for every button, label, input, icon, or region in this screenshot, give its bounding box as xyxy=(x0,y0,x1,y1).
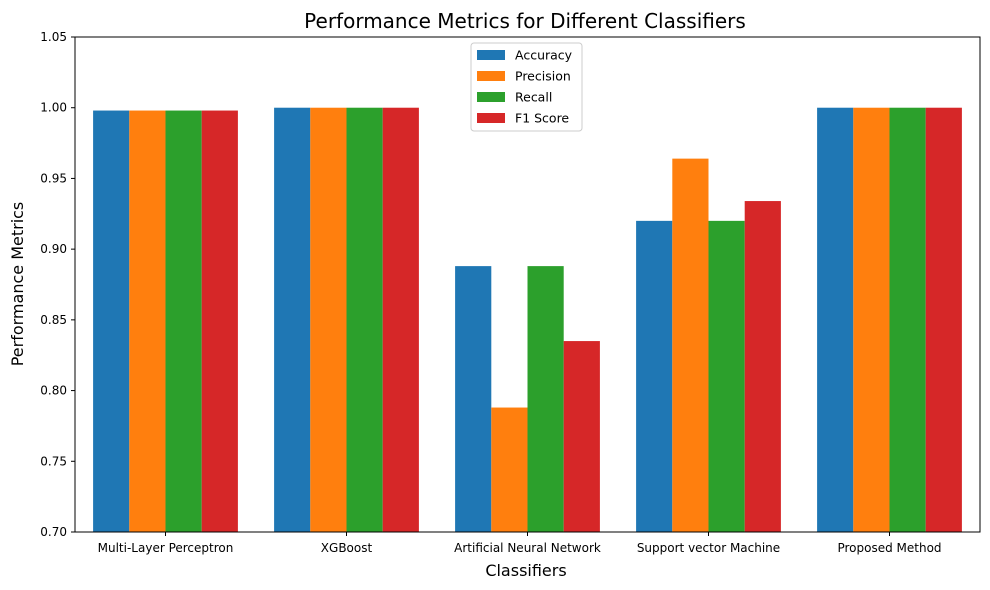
bar-accuracy-1 xyxy=(274,107,311,532)
bar-recall-2 xyxy=(527,266,564,532)
y-tick-label: 0.90 xyxy=(40,242,67,256)
y-tick-label: 0.75 xyxy=(40,454,67,468)
y-axis-title: Performance Metrics xyxy=(8,202,27,367)
bar-f1-score-4 xyxy=(925,107,962,532)
bar-f1-score-2 xyxy=(563,341,600,532)
bar-accuracy-4 xyxy=(817,107,854,532)
legend-swatch xyxy=(477,113,505,123)
legend-label: Precision xyxy=(515,69,571,84)
y-tick-label: 0.85 xyxy=(40,313,67,327)
legend-swatch xyxy=(477,92,505,102)
bar-recall-0 xyxy=(165,110,202,533)
legend-box xyxy=(470,42,583,132)
legend-swatch xyxy=(477,50,505,60)
x-tick-label: Support vector Machine xyxy=(637,541,780,555)
bar-f1-score-0 xyxy=(201,110,238,533)
bar-precision-4 xyxy=(853,107,890,532)
plot-area xyxy=(74,36,981,533)
x-axis-title: Classifiers xyxy=(485,561,566,580)
bar-accuracy-3 xyxy=(636,220,673,532)
legend-swatch xyxy=(477,71,505,81)
bar-recall-3 xyxy=(708,220,745,532)
legend: Accuracy Precision Recall F1 Score xyxy=(470,42,583,132)
bar-precision-3 xyxy=(672,158,709,532)
bar-accuracy-2 xyxy=(455,266,492,532)
bar-recall-1 xyxy=(346,107,383,532)
y-tick-label: 0.95 xyxy=(40,171,67,185)
x-axis: Multi-Layer Perceptron XGBoost Artificial … xyxy=(98,532,942,555)
y-tick-label: 1.00 xyxy=(40,101,67,115)
bar-precision-2 xyxy=(491,407,528,532)
bar-f1-score-1 xyxy=(382,107,419,532)
x-tick-label: Artificial Neural Network xyxy=(454,541,601,555)
y-tick-label: 1.05 xyxy=(40,30,67,44)
chart-title: Performance Metrics for Different Classi… xyxy=(304,9,746,33)
legend-label: F1 Score xyxy=(515,111,569,126)
y-tick-label: 0.70 xyxy=(40,525,67,539)
x-tick-label: Multi-Layer Perceptron xyxy=(98,541,234,555)
y-axis: 0.70 0.75 0.80 0.85 0.90 0.95 1.00 1.05 xyxy=(40,30,75,539)
y-tick-label: 0.80 xyxy=(40,384,67,398)
legend-label: Recall xyxy=(515,90,552,105)
bar-recall-4 xyxy=(889,107,926,532)
x-tick-label: Proposed Method xyxy=(837,541,941,555)
legend-label: Accuracy xyxy=(515,48,573,63)
bar-accuracy-0 xyxy=(93,110,130,533)
bar-f1-score-3 xyxy=(744,201,781,533)
x-tick-label: XGBoost xyxy=(321,541,373,555)
bar-precision-1 xyxy=(310,107,347,532)
bar-precision-0 xyxy=(129,110,166,533)
